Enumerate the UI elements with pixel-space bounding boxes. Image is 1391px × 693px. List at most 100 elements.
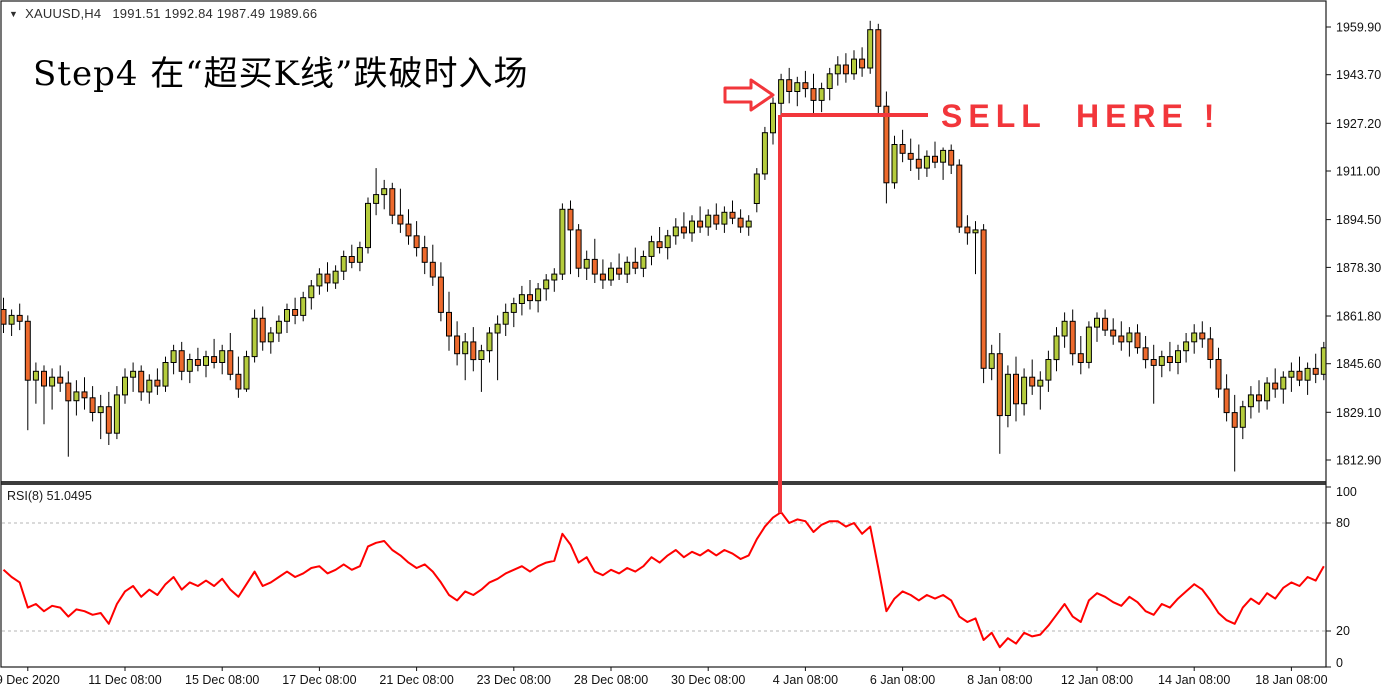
candle-body: [203, 356, 209, 366]
candle-body: [1110, 329, 1117, 337]
candle-body: [340, 256, 347, 272]
symbol-header: ▼ XAUUSD,H4 1991.51 1992.84 1987.49 1989…: [9, 6, 317, 21]
candle-body: [899, 144, 906, 154]
candle-body: [1, 309, 7, 325]
price-tick-label: 1894.50: [1336, 213, 1381, 227]
candle-body: [32, 370, 39, 381]
panel-separator[interactable]: [1, 481, 1326, 485]
candle-body: [243, 356, 250, 390]
candle-body: [316, 273, 323, 287]
candle-body: [437, 276, 444, 313]
candle-body: [1053, 335, 1060, 361]
candle-body: [1272, 382, 1279, 390]
candle-body: [1288, 370, 1295, 378]
candle-body: [583, 258, 590, 269]
time-tick-label: 28 Dec 08:00: [574, 673, 648, 687]
candle-body: [478, 350, 485, 361]
candle-body: [1102, 317, 1109, 331]
candle-body: [1069, 320, 1076, 355]
candle-body: [146, 379, 153, 393]
candle-body: [1304, 367, 1311, 381]
candle-body: [956, 164, 963, 228]
price-tick-label: 1959.90: [1336, 21, 1381, 35]
candle-body: [664, 235, 671, 249]
candle-body: [705, 214, 712, 228]
rsi-series: [2, 511, 1325, 649]
candle-body: [680, 226, 687, 234]
candle-body: [1134, 332, 1141, 349]
candle-body: [1215, 359, 1222, 390]
time-tick-label: 14 Jan 08:00: [1158, 673, 1230, 687]
candle-body: [1158, 356, 1165, 366]
candle-body: [1004, 373, 1011, 416]
candle-body: [1126, 332, 1133, 343]
candle-body: [1150, 359, 1157, 366]
candle-body: [867, 29, 874, 69]
candle-body: [656, 241, 663, 249]
candle-body: [624, 261, 631, 275]
candle-body: [154, 379, 161, 387]
price-tick-label: 1943.70: [1336, 68, 1381, 82]
candle-body: [1247, 394, 1254, 408]
time-tick-label: 23 Dec 08:00: [477, 673, 551, 687]
candle-body: [834, 64, 841, 75]
candle-body: [940, 149, 947, 163]
candle-body: [1077, 353, 1084, 364]
candle-body: [1175, 350, 1181, 364]
candle-body: [130, 370, 137, 378]
candle-body: [1183, 341, 1190, 352]
candle-body: [1296, 370, 1303, 381]
price-tick-label: 1927.20: [1336, 117, 1381, 131]
candle-body: [810, 88, 817, 101]
price-tick-label: 1878.30: [1336, 261, 1381, 275]
time-tick-label: 8 Jan 08:00: [967, 673, 1032, 687]
candle-body: [429, 261, 436, 278]
candle-body: [1191, 332, 1198, 343]
candle-body: [1094, 317, 1100, 328]
candle-body: [770, 102, 776, 134]
candle-body: [81, 391, 88, 399]
candle-body: [591, 258, 598, 275]
price-tick-label: 1911.00: [1336, 165, 1380, 179]
price-axis[interactable]: 1959.90 1943.70 1927.20 1911.00 1894.50 1878.…: [1326, 21, 1381, 468]
candle-body: [405, 223, 412, 237]
candle-body: [753, 173, 760, 204]
candle-body: [502, 311, 509, 325]
candle-body: [1239, 406, 1246, 428]
rsi-line: [2, 511, 1325, 649]
candle-body: [721, 211, 728, 225]
rsi-tick-label: 100: [1336, 485, 1357, 499]
rsi-level-grid: [2, 522, 1326, 632]
candle-body: [518, 294, 525, 305]
candle-body: [1312, 367, 1319, 375]
candle-body: [851, 58, 857, 75]
candle-body: [510, 303, 517, 313]
collapse-triangle-icon[interactable]: ▼: [9, 8, 19, 19]
candle-body: [988, 353, 995, 369]
time-tick-label: 11 Dec 08:00: [88, 673, 161, 687]
candle-body: [1231, 412, 1238, 428]
candle-body: [1207, 338, 1214, 360]
candle-body: [113, 394, 120, 434]
candle-body: [859, 58, 866, 69]
sell-annotation-graphics: [723, 78, 928, 513]
candle-body: [608, 267, 614, 281]
time-tick-label: 17 Dec 08:00: [282, 673, 356, 687]
rsi-axis[interactable]: 100 80 20 0: [1326, 485, 1357, 670]
candle-body: [194, 359, 201, 366]
time-axis[interactable]: 9 Dec 2020 11 Dec 08:00 15 Dec 08:00 17 Dec…: [0, 667, 1328, 687]
candle-body: [1256, 394, 1262, 402]
candle-body: [794, 82, 801, 92]
candle-body: [1085, 326, 1092, 363]
candle-body: [162, 362, 169, 387]
candle-body: [494, 323, 501, 334]
candle-body: [389, 188, 396, 216]
candle-body: [1045, 359, 1052, 381]
candlestick-series: [1, 20, 1326, 472]
candle-body: [348, 256, 355, 263]
candle-body: [575, 229, 582, 269]
candle-body: [332, 270, 339, 284]
candle-body: [251, 317, 258, 358]
candle-body: [1037, 379, 1044, 387]
